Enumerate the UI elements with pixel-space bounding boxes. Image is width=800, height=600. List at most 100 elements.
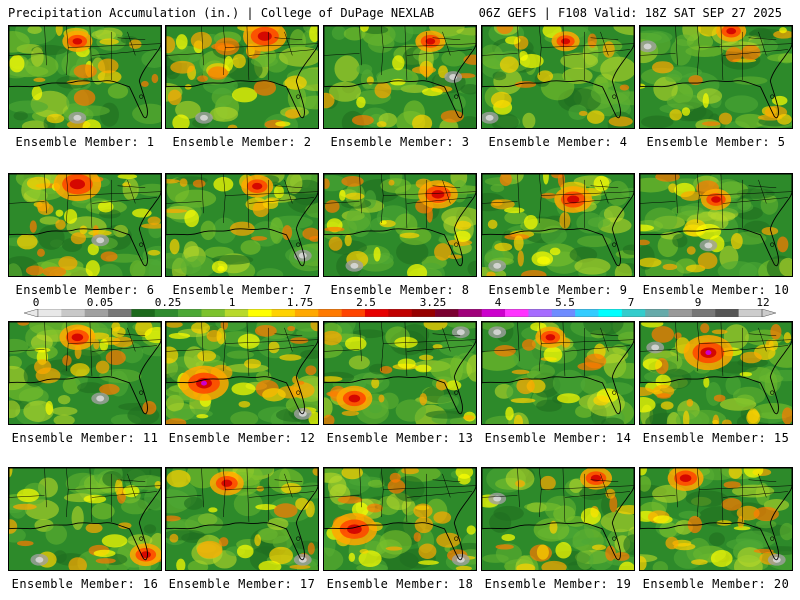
legend-color-swatch <box>201 309 226 317</box>
legend-tick-label: 9 <box>694 296 702 309</box>
precip-map <box>482 468 634 570</box>
precip-legend: 0 0.05 0.25 1 1.75 2.5 3.25 4 5.5 7 9 12 <box>0 296 800 318</box>
precip-map <box>482 174 634 276</box>
legend-tick-label: 0.25 <box>154 296 182 309</box>
precip-map <box>324 26 476 128</box>
ensemble-map-14 <box>481 321 635 425</box>
ensemble-map-16 <box>8 467 162 571</box>
legend-color-swatch <box>411 309 436 317</box>
ensemble-map-12 <box>165 321 319 425</box>
legend-color-swatch <box>364 309 389 317</box>
ensemble-map-11 <box>8 321 162 425</box>
legend-color-swatch <box>715 309 739 317</box>
legend-color-swatch <box>481 309 506 317</box>
ensemble-member-label: Ensemble Member: 8 <box>330 283 470 297</box>
legend-tick-label: 2.5 <box>356 296 376 309</box>
precip-map <box>166 174 318 276</box>
legend-color-swatch <box>61 309 86 317</box>
legend-color-swatch <box>621 309 646 317</box>
legend-tick-label: 3.25 <box>419 296 447 309</box>
ensemble-member-label: Ensemble Member: 3 <box>330 135 470 149</box>
ensemble-map-13 <box>323 321 477 425</box>
ensemble-map-15 <box>639 321 793 425</box>
legend-tick-label: 1.75 <box>286 296 314 309</box>
ensemble-map-5 <box>639 25 793 129</box>
legend-color-swatch <box>551 309 576 317</box>
precip-map <box>9 174 161 276</box>
legend-color-swatch <box>505 309 529 317</box>
legend-tick-label: 0.05 <box>86 296 114 309</box>
ensemble-member-label: Ensemble Member: 4 <box>488 135 628 149</box>
legend-color-swatch <box>108 309 132 317</box>
ensemble-map-9 <box>481 173 635 277</box>
legend-color-swatch <box>131 309 156 317</box>
legend-color-swatch <box>224 309 249 317</box>
ensemble-member-label: Ensemble Member: 14 <box>484 431 632 445</box>
ensemble-member-label: Ensemble Member: 7 <box>172 283 312 297</box>
ensemble-member-label: Ensemble Member: 13 <box>326 431 474 445</box>
legend-color-swatch <box>294 309 319 317</box>
ensemble-map-6 <box>8 173 162 277</box>
legend-color-swatch <box>668 309 693 317</box>
ensemble-member-label: Ensemble Member: 18 <box>326 577 474 591</box>
ensemble-member-label: Ensemble Member: 17 <box>168 577 316 591</box>
legend-color-swatch <box>38 309 62 317</box>
precip-map <box>640 26 792 128</box>
precip-map <box>324 322 476 424</box>
legend-tick-label: 0 <box>32 296 40 309</box>
legend-color-swatch <box>691 309 716 317</box>
valid-time-label: 06Z GEFS | F108 Valid: 18Z SAT SEP 27 20… <box>478 6 782 20</box>
ensemble-member-label: Ensemble Member: 10 <box>642 283 790 297</box>
ensemble-member-label: Ensemble Member: 20 <box>642 577 790 591</box>
legend-tick-label: 5.5 <box>555 296 575 309</box>
ensemble-member-label: Ensemble Member: 19 <box>484 577 632 591</box>
ensemble-map-17 <box>165 467 319 571</box>
ensemble-member-label: Ensemble Member: 1 <box>15 135 155 149</box>
precip-map <box>482 322 634 424</box>
legend-color-swatch <box>435 309 459 317</box>
legend-color-swatch <box>318 309 342 317</box>
ensemble-map-8 <box>323 173 477 277</box>
precip-map <box>166 26 318 128</box>
ensemble-member-label: Ensemble Member: 5 <box>646 135 786 149</box>
legend-arrow-left <box>24 309 39 317</box>
legend-color-swatch <box>645 309 669 317</box>
legend-arrow-right <box>761 309 776 317</box>
legend-tick-label: 1 <box>228 296 236 309</box>
legend-color-swatch <box>271 309 296 317</box>
legend-color-swatch <box>738 309 763 317</box>
precip-map <box>166 468 318 570</box>
legend-color-swatch <box>458 309 483 317</box>
precip-map <box>324 174 476 276</box>
legend-color-swatch <box>575 309 599 317</box>
legend-color-swatch <box>178 309 202 317</box>
precip-map <box>640 174 792 276</box>
precip-map <box>324 468 476 570</box>
ensemble-member-label: Ensemble Member: 9 <box>488 283 628 297</box>
ensemble-member-label: Ensemble Member: 11 <box>11 431 159 445</box>
legend-color-swatch <box>388 309 412 317</box>
ensemble-map-7 <box>165 173 319 277</box>
legend-color-swatch <box>84 309 109 317</box>
precip-map <box>640 322 792 424</box>
ensemble-map-2 <box>165 25 319 129</box>
precip-map <box>9 26 161 128</box>
legend-color-swatch <box>598 309 623 317</box>
legend-tick-label: 12 <box>756 296 770 309</box>
ensemble-map-10 <box>639 173 793 277</box>
ensemble-map-18 <box>323 467 477 571</box>
ensemble-map-3 <box>323 25 477 129</box>
legend-color-swatch <box>154 309 179 317</box>
ensemble-member-label: Ensemble Member: 12 <box>168 431 316 445</box>
precip-map <box>482 26 634 128</box>
legend-color-swatch <box>248 309 272 317</box>
ensemble-member-label: Ensemble Member: 6 <box>15 283 155 297</box>
precip-map <box>166 322 318 424</box>
precip-map <box>9 322 161 424</box>
legend-tick-label: 7 <box>627 296 635 309</box>
legend-colorbar <box>24 309 776 317</box>
ensemble-member-label: Ensemble Member: 16 <box>11 577 159 591</box>
ensemble-map-1 <box>8 25 162 129</box>
legend-color-swatch <box>528 309 553 317</box>
ensemble-member-label: Ensemble Member: 15 <box>642 431 790 445</box>
